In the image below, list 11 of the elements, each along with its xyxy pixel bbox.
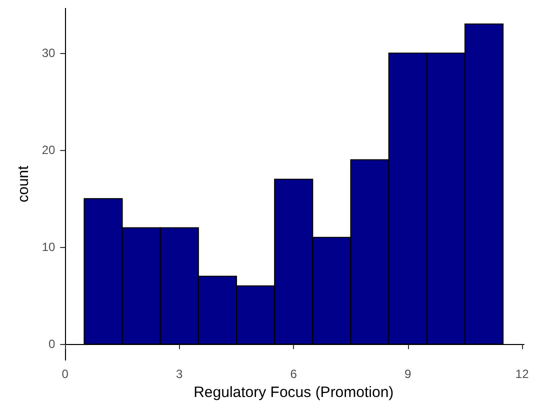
x-tick-label: 12 (515, 367, 530, 382)
x-tick-label: 3 (176, 367, 184, 382)
y-tick-label: 0 (48, 337, 56, 352)
x-tick-label: 6 (290, 367, 298, 382)
x-tick-label: 9 (404, 367, 412, 382)
y-axis-title: count (15, 164, 32, 202)
y-tick-label: 30 (42, 46, 56, 60)
y-tick-label: 10 (42, 240, 56, 254)
x-axis-title: Regulatory Focus (Promotion) (194, 384, 394, 401)
y-tick-label: 20 (42, 143, 56, 158)
x-tick-label: 0 (62, 367, 69, 382)
